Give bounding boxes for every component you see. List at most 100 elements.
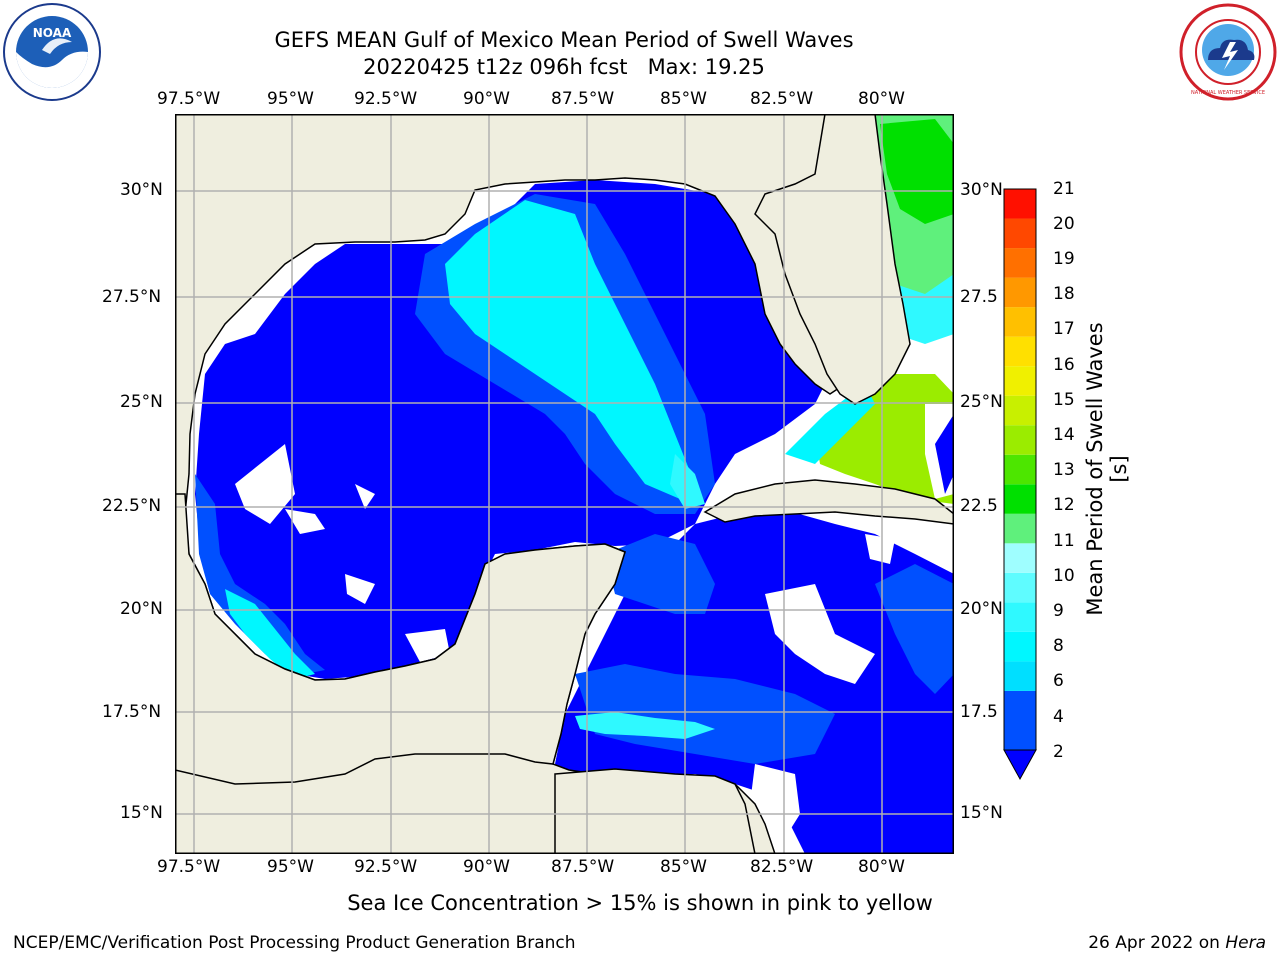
colorbar-swatch [1004,307,1036,337]
lat-tick-label: 15°N [120,803,163,823]
footer-date: 26 Apr 2022 on Hera [1088,933,1266,953]
noaa-logo-icon: NOAA [2,2,102,102]
lon-tick-label: 80°W [858,857,905,877]
sea-ice-note: Sea Ice Concentration > 15% is shown in … [347,891,933,915]
swell-field-cyan-core [445,200,695,499]
colorbar-tick-label: 6 [1053,671,1064,691]
noaa-logo-text: NOAA [32,26,72,40]
footer-date-text: 26 Apr 2022 on [1088,933,1226,953]
colorbar-swatch [1004,572,1036,603]
colorbar-swatch [1004,631,1036,662]
colorbar-swatch [1004,366,1036,396]
colorbar-tick-label: 21 [1053,179,1075,199]
lat-tick-label: 25°N [120,392,163,412]
colorbar-tick-label: 8 [1053,636,1064,656]
map-panel [175,114,954,854]
colorbar-swatch [1004,425,1036,455]
lon-tick-label: 85°W [660,89,707,109]
lat-tick-label: 30°N [960,180,1003,200]
lat-tick-label: 20°N [120,599,163,619]
lat-tick-label: 27.5 [960,287,998,307]
no-data-patch [865,534,895,564]
map-gridlines [175,114,954,854]
colorbar [1000,185,1040,785]
colorbar-tick-label: 20 [1053,214,1075,234]
colorbar-swatch [1004,218,1036,249]
swell-field-east-blue [935,414,954,494]
swell-field-atlantic-bright-green [880,119,954,224]
swell-field-caribbean-cyan [575,712,715,739]
land-cuba [703,479,954,525]
map-title-line2: 20220425 t12z 096h fcst Max: 19.25 [363,55,765,79]
colorbar-swatch [1004,189,1036,219]
land-florida [754,114,911,405]
lat-tick-label: 22.5°N [102,496,162,516]
colorbar-tick-label: 18 [1053,284,1075,304]
lat-tick-label: 25°N [960,392,1003,412]
no-data-patch [765,584,875,684]
colorbar-swatch [1004,602,1036,632]
lat-tick-label: 30°N [120,180,163,200]
no-data-patch [235,444,295,524]
colorbar-swatch [1004,543,1036,573]
colorbar-tick-label: 2 [1053,742,1064,762]
colorbar-tick-label: 9 [1053,601,1064,621]
lon-tick-label: 82.5°W [750,857,814,877]
colorbar-swatch [1004,513,1036,544]
colorbar-extend-arrow [1003,749,1037,781]
lon-tick-label: 92.5°W [354,857,418,877]
swell-field-cyan-lighter [670,454,705,509]
colorbar-tick-label: 17 [1053,319,1075,339]
footer-host: Hera [1225,933,1266,953]
lon-tick-label: 87.5°W [551,89,615,109]
lon-tick-label: 92.5°W [354,89,418,109]
swell-field-straits-cyan [785,384,875,464]
lon-tick-label: 82.5°W [750,89,814,109]
lat-tick-label: 17.5 [960,702,998,722]
lon-tick-label: 80°W [858,89,905,109]
colorbar-label: Mean Period of Swell Waves [s] [1083,322,1131,616]
lon-tick-label: 85°W [660,857,707,877]
nws-logo-icon: NATIONAL WEATHER SERVICE [1178,2,1278,102]
colorbar-tick-label: 15 [1053,390,1075,410]
colorbar-tick-label: 12 [1053,495,1075,515]
colorbar-swatch [1004,690,1036,750]
map-title-line1: GEFS MEAN Gulf of Mexico Mean Period of … [274,28,854,52]
lon-tick-label: 95°W [267,857,314,877]
lon-tick-label: 97.5°W [157,857,221,877]
colorbar-swatch [1004,277,1036,308]
lat-tick-label: 22.5 [960,496,998,516]
colorbar-swatch [1004,661,1036,691]
lon-tick-label: 97.5°W [157,89,221,109]
colorbar-tick-label: 14 [1053,425,1075,445]
no-data-patch [285,509,325,534]
lon-tick-label: 90°W [463,857,510,877]
lon-tick-label: 90°W [463,89,510,109]
colorbar-tick-label: 11 [1053,531,1075,551]
colorbar-tick-label: 13 [1053,460,1075,480]
lat-tick-label: 15°N [960,803,1003,823]
lat-tick-label: 20°N [960,599,1003,619]
swell-field-2-4 [195,180,835,679]
colorbar-tick-label: 19 [1053,249,1075,269]
colorbar-swatch [1004,336,1036,367]
colorbar-swatches [1003,188,1037,781]
nws-logo-text: NATIONAL WEATHER SERVICE [1190,90,1266,96]
colorbar-swatch [1004,454,1036,485]
footer-credit: NCEP/EMC/Verification Post Processing Pr… [13,933,576,953]
no-data-patch [405,629,450,662]
land-central-america [554,768,756,854]
swell-period-map [175,114,954,854]
colorbar-swatch [1004,248,1036,278]
lon-tick-label: 87.5°W [551,857,615,877]
colorbar-tick-label: 16 [1053,355,1075,375]
colorbar-tick-label: 10 [1053,566,1075,586]
swell-field-caribbean-mid [575,534,954,764]
no-data-patch [345,574,375,604]
colorbar-tick-label: 4 [1053,707,1064,727]
colorbar-swatch [1004,395,1036,426]
lon-tick-label: 95°W [267,89,314,109]
colorbar-swatch [1004,484,1036,514]
lat-tick-label: 17.5°N [102,702,162,722]
no-data-patch [355,484,375,509]
